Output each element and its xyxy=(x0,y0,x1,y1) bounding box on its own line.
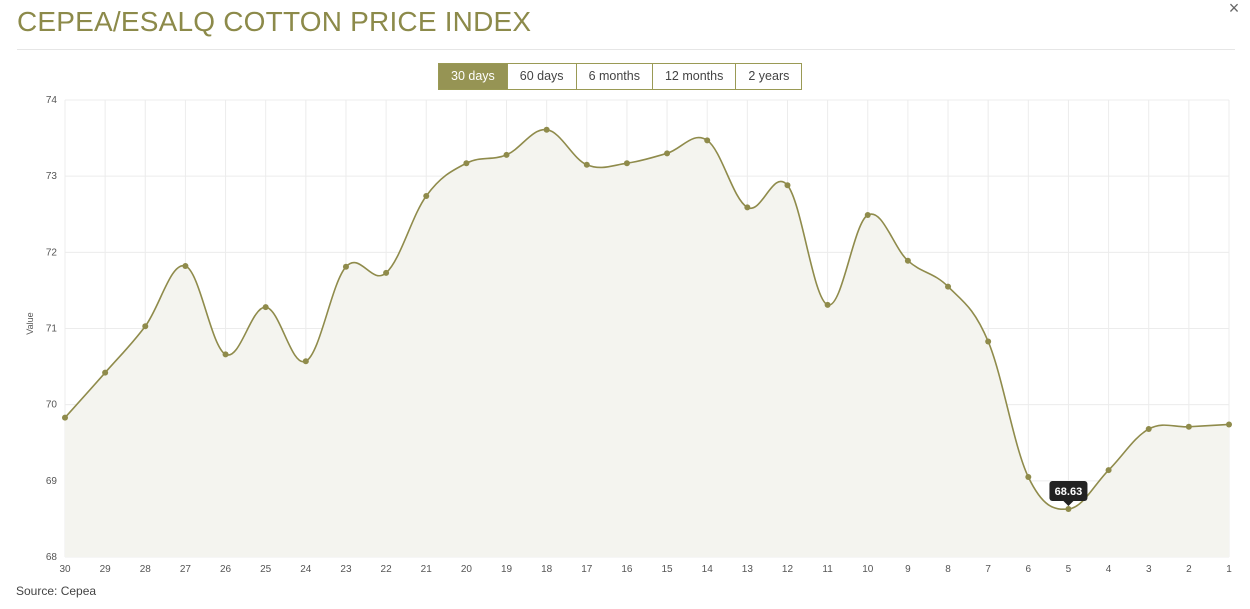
x-tick-label: 17 xyxy=(581,564,593,575)
data-point xyxy=(262,304,269,311)
tooltip-value: 68.63 xyxy=(1055,486,1083,498)
data-point xyxy=(463,160,470,167)
data-point xyxy=(503,151,510,158)
x-tick-label: 21 xyxy=(421,564,433,575)
x-tick-label: 27 xyxy=(180,564,192,575)
data-point xyxy=(62,414,68,421)
close-icon[interactable]: × xyxy=(1228,0,1240,18)
x-tick-label: 26 xyxy=(220,564,232,575)
y-tick-label: 69 xyxy=(46,476,58,487)
y-tick-label: 73 xyxy=(46,171,58,182)
x-tick-label: 19 xyxy=(501,564,513,575)
data-point xyxy=(182,263,189,270)
data-point xyxy=(583,161,590,168)
data-point xyxy=(142,323,149,330)
x-tick-label: 12 xyxy=(782,564,794,575)
tooltip-pointer xyxy=(1063,501,1074,507)
data-point xyxy=(1185,423,1192,430)
range-tab-2-years[interactable]: 2 years xyxy=(735,64,802,89)
x-tick-label: 18 xyxy=(541,564,553,575)
range-tab-30-days[interactable]: 30 days xyxy=(439,64,507,89)
y-tick-label: 72 xyxy=(46,247,58,258)
y-tick-label: 68 xyxy=(46,552,58,563)
data-point xyxy=(904,257,911,264)
y-tick-label: 74 xyxy=(46,95,58,106)
range-tab-6-months[interactable]: 6 months xyxy=(575,64,652,89)
data-point xyxy=(302,358,309,365)
series-area xyxy=(65,129,1229,557)
range-tab-12-months[interactable]: 12 months xyxy=(651,64,736,89)
data-point xyxy=(102,369,109,376)
data-point xyxy=(342,263,349,270)
data-point xyxy=(704,137,711,144)
x-tick-label: 13 xyxy=(742,564,754,575)
range-selector: 30 days 60 days 6 months 12 months 2 yea… xyxy=(438,63,803,90)
tooltip-box xyxy=(1049,481,1088,502)
data-point xyxy=(1105,467,1112,474)
data-point xyxy=(864,212,871,219)
x-tick-label: 25 xyxy=(260,564,272,575)
data-point xyxy=(744,204,751,211)
data-point xyxy=(222,351,229,358)
data-point xyxy=(423,192,430,199)
x-tick-label: 28 xyxy=(140,564,152,575)
data-point xyxy=(1145,426,1152,433)
data-point xyxy=(543,126,550,133)
data-point xyxy=(784,182,791,189)
data-point xyxy=(985,338,992,345)
x-tick-label: 24 xyxy=(300,564,312,575)
y-axis-label: Value xyxy=(25,312,35,334)
x-tick-label: 14 xyxy=(702,564,714,575)
x-tick-label: 9 xyxy=(905,564,911,575)
data-point xyxy=(623,160,630,167)
x-tick-label: 3 xyxy=(1146,564,1152,575)
x-tick-label: 6 xyxy=(1026,564,1032,575)
x-tick-label: 22 xyxy=(381,564,393,575)
range-tab-60-days[interactable]: 60 days xyxy=(506,64,576,89)
x-tick-label: 8 xyxy=(945,564,951,575)
data-point xyxy=(664,150,671,157)
header-divider xyxy=(17,49,1235,50)
x-tick-label: 29 xyxy=(100,564,112,575)
data-point xyxy=(1226,421,1232,428)
x-tick-label: 10 xyxy=(862,564,874,575)
data-point xyxy=(1065,506,1072,513)
page-title: CEPEA/ESALQ COTTON PRICE INDEX xyxy=(17,6,532,37)
x-tick-label: 30 xyxy=(59,564,71,575)
data-point xyxy=(1025,474,1032,481)
x-tick-label: 2 xyxy=(1186,564,1192,575)
x-tick-label: 7 xyxy=(985,564,991,575)
source-note: Source: Cepea xyxy=(16,584,97,598)
x-tick-label: 5 xyxy=(1066,564,1072,575)
x-tick-label: 4 xyxy=(1106,564,1112,575)
x-tick-label: 15 xyxy=(662,564,674,575)
x-tick-label: 16 xyxy=(621,564,633,575)
x-tick-label: 11 xyxy=(822,564,833,575)
data-point xyxy=(824,301,831,308)
series-line xyxy=(64,128,1230,511)
data-point xyxy=(945,283,952,290)
y-tick-label: 71 xyxy=(46,324,58,335)
x-tick-label: 1 xyxy=(1226,564,1232,575)
data-point xyxy=(383,269,390,276)
x-tick-label: 23 xyxy=(340,564,352,575)
y-tick-label: 70 xyxy=(46,400,58,411)
x-tick-label: 20 xyxy=(461,564,473,575)
